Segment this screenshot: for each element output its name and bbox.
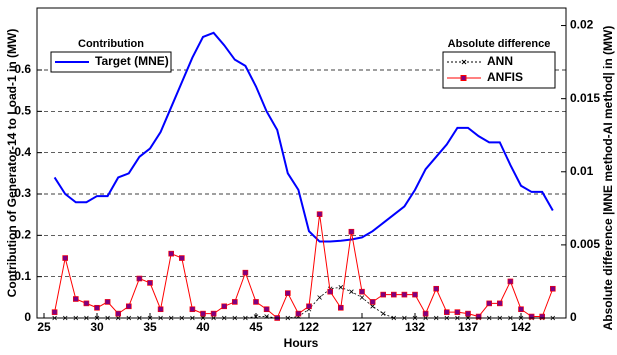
x-tick-label: 30 xyxy=(90,320,104,334)
legend-label: ANFIS xyxy=(487,70,523,84)
data-point xyxy=(359,295,365,300)
data-point xyxy=(380,291,387,298)
y2-tick-label: 0.005 xyxy=(570,237,600,251)
y-tick-label: 0.4 xyxy=(14,145,31,159)
y-tick-label: 0.6 xyxy=(14,62,31,76)
legend-box xyxy=(50,51,172,73)
x-tick-label: 127 xyxy=(352,320,372,334)
y2-tick-label: 0.02 xyxy=(570,18,594,32)
data-point xyxy=(232,299,238,305)
x-tick-label: 25 xyxy=(37,320,51,334)
y-axis-label: Contribution of Generator-14 to Load-1 i… xyxy=(5,29,19,298)
y2-tick-label: 0.015 xyxy=(570,91,600,105)
data-point xyxy=(189,306,196,313)
data-point xyxy=(443,309,450,315)
data-point xyxy=(242,269,249,276)
x-tick-label: 132 xyxy=(405,320,425,334)
data-point xyxy=(412,291,418,298)
data-point xyxy=(73,296,79,302)
data-point xyxy=(62,255,69,261)
data-point xyxy=(369,299,376,305)
data-point xyxy=(507,278,514,285)
series-line xyxy=(53,31,554,243)
legend-marker xyxy=(460,75,467,81)
data-point xyxy=(157,306,164,313)
y2-tick-label: 0 xyxy=(570,310,577,324)
data-point xyxy=(317,295,322,300)
data-point xyxy=(475,313,482,320)
y-tick-label: 0.2 xyxy=(14,228,31,242)
data-point xyxy=(518,306,524,313)
legend-title: Contribution xyxy=(78,38,144,50)
data-point xyxy=(454,309,461,315)
data-point xyxy=(179,255,185,261)
data-point xyxy=(168,250,174,257)
data-point xyxy=(104,299,111,305)
data-point xyxy=(496,300,503,307)
data-point xyxy=(253,299,259,305)
data-point xyxy=(359,288,365,295)
y-tick-label: 0 xyxy=(24,310,31,324)
data-point xyxy=(263,306,270,313)
data-point xyxy=(486,300,493,307)
data-point xyxy=(337,304,344,311)
data-point xyxy=(370,304,375,309)
legend-marker xyxy=(461,59,467,65)
legend-title: Absolute difference xyxy=(448,38,551,50)
x-tick-label: 122 xyxy=(299,320,319,334)
data-point xyxy=(433,285,440,292)
data-point xyxy=(200,310,206,317)
data-point xyxy=(465,310,471,317)
y-tick-label: 0.1 xyxy=(14,269,31,283)
x-tick-label: 35 xyxy=(143,320,157,334)
x-tick-label: 40 xyxy=(196,320,210,334)
data-point xyxy=(83,300,90,307)
data-point xyxy=(221,303,227,310)
x-tick-label: 45 xyxy=(249,320,263,334)
y2-axis-label: Absolute difference |MNE method-AI metho… xyxy=(601,26,615,331)
data-point xyxy=(51,309,58,315)
data-point xyxy=(295,310,302,317)
x-tick-label: 142 xyxy=(511,320,531,334)
y-tick-label: 0.5 xyxy=(14,104,31,118)
data-point xyxy=(528,313,535,320)
data-point xyxy=(380,311,386,316)
data-point xyxy=(316,211,323,217)
data-point xyxy=(539,313,546,320)
y-tick-label: 0.3 xyxy=(14,186,31,200)
data-point xyxy=(147,280,153,286)
data-point xyxy=(401,291,408,298)
data-point xyxy=(306,303,312,310)
y2-tick-label: 0.01 xyxy=(570,164,594,178)
data-point xyxy=(126,303,132,310)
data-point xyxy=(115,310,121,317)
legend-box xyxy=(442,51,556,89)
data-point xyxy=(390,291,397,298)
data-point xyxy=(327,288,334,295)
x-tick-label: 137 xyxy=(458,320,478,334)
data-point xyxy=(348,228,355,235)
data-point xyxy=(136,275,143,282)
data-point xyxy=(210,310,217,317)
data-point xyxy=(94,304,100,311)
data-point xyxy=(422,310,429,317)
legend-label: ANN xyxy=(487,54,513,68)
data-point xyxy=(338,285,344,290)
x-axis-label: Hours xyxy=(284,336,319,350)
data-point xyxy=(284,290,291,296)
plot-frame xyxy=(36,7,567,319)
legend-label: Target (MNE) xyxy=(95,54,169,68)
data-point xyxy=(549,285,556,292)
data-point xyxy=(349,289,354,294)
